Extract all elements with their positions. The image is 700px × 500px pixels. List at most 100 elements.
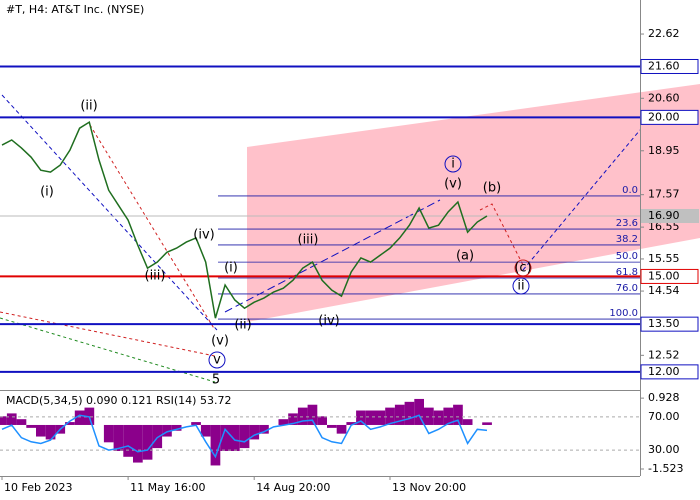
macd-bar xyxy=(65,422,75,425)
macd-bar xyxy=(375,410,386,425)
forecast-line xyxy=(522,129,641,271)
level-label: 20.00 xyxy=(648,110,680,123)
macd-bar xyxy=(220,424,230,451)
wave-label: (i) xyxy=(224,261,238,276)
y-tick-label: 14.54 xyxy=(648,284,680,297)
y-tick-label: 22.62 xyxy=(648,27,680,40)
wave-label: (b) xyxy=(483,181,501,196)
macd-bar xyxy=(74,410,85,425)
level-box xyxy=(640,109,699,125)
x-tick-label: 14 Aug 20:00 xyxy=(256,481,330,494)
wave-label: (ii) xyxy=(80,99,97,114)
macd-bar xyxy=(365,410,376,425)
macd-bar xyxy=(171,424,182,431)
wave-label: (iii) xyxy=(298,233,319,248)
macd-bar xyxy=(103,424,114,443)
level-label: 13.50 xyxy=(648,317,680,330)
macd-bar xyxy=(133,424,143,463)
x-tick-label: 10 Feb 2023 xyxy=(4,481,72,494)
wave-label: (iv) xyxy=(193,228,214,243)
macd-bar xyxy=(0,416,7,425)
forecast-line xyxy=(479,203,524,266)
macd-bar xyxy=(278,419,289,425)
macd-bar xyxy=(230,424,240,451)
wave-label: (v) xyxy=(211,334,229,349)
fib-label: 0.0 xyxy=(622,185,638,196)
wave-label: (c) xyxy=(514,261,531,276)
macd-bar xyxy=(433,410,444,425)
fib-label: 23.6 xyxy=(616,218,638,229)
rsi-tick-label: 30.00 xyxy=(648,443,680,456)
trend-line xyxy=(89,124,216,331)
macd-bar xyxy=(36,424,46,437)
macd-bar xyxy=(297,407,308,425)
rsi-line xyxy=(1,414,488,459)
macd-bar xyxy=(113,424,124,451)
macd-bar xyxy=(26,424,36,428)
wave-circle xyxy=(514,259,532,277)
price-box xyxy=(641,208,699,223)
y-tick-label: 20.60 xyxy=(648,91,680,104)
macd-bar xyxy=(462,419,473,425)
macd-bar xyxy=(327,424,337,428)
macd-bar xyxy=(482,422,492,425)
y-tick-label: 12.52 xyxy=(648,348,680,361)
wave-circle xyxy=(444,155,462,173)
fib-label: 61.8 xyxy=(616,267,638,278)
fib-label: 100.0 xyxy=(609,308,638,319)
current-price-label: 16.90 xyxy=(648,209,680,222)
macd-bar xyxy=(123,424,133,457)
wave-label: i xyxy=(451,157,455,172)
macd-bar xyxy=(317,416,327,425)
level-box xyxy=(640,268,699,284)
wave-label: 5 xyxy=(212,373,220,388)
macd-bar xyxy=(414,398,424,425)
fib-label: 38.2 xyxy=(616,234,638,245)
macd-bar xyxy=(210,424,221,466)
level-label: 15.00 xyxy=(648,269,680,282)
macd-bar xyxy=(152,424,163,449)
macd-bar xyxy=(443,407,454,425)
fib-label: 76.0 xyxy=(616,283,638,294)
macd-tick-label: -1.523 xyxy=(648,462,683,475)
y-tick-label: 16.55 xyxy=(648,220,680,233)
level-label: 21.60 xyxy=(648,59,680,72)
macd-bar xyxy=(249,424,260,440)
macd-bar xyxy=(16,419,27,425)
macd-bar xyxy=(142,424,153,460)
chart-title: #T, H4: AT&T Inc. (NYSE) xyxy=(6,3,144,16)
trend-line xyxy=(224,199,441,313)
wave-label: (iv) xyxy=(318,314,339,329)
macd-bar xyxy=(404,401,415,425)
wave-label: (v) xyxy=(444,177,462,192)
indicator-title: MACD(5,34,5) 0.090 0.121 RSI(14) 53.72 xyxy=(6,394,231,407)
trend-line xyxy=(0,311,216,357)
level-box xyxy=(640,316,699,332)
level-box xyxy=(640,364,699,380)
macd-tick-label: 0.928 xyxy=(648,391,680,404)
macd-bar xyxy=(307,404,318,425)
macd-bar xyxy=(385,407,395,425)
fib-label: 50.0 xyxy=(616,251,638,262)
macd-bar xyxy=(239,424,250,449)
x-tick-label: 11 May 16:00 xyxy=(130,481,205,494)
macd-bar xyxy=(356,410,366,425)
wave-label: (a) xyxy=(456,249,474,264)
macd-bar xyxy=(200,424,211,437)
macd-bar xyxy=(453,404,463,425)
rsi-tick-label: 70.00 xyxy=(648,410,680,423)
wave-circle xyxy=(512,277,530,295)
y-tick-label: 17.57 xyxy=(648,188,680,201)
macd-bar xyxy=(288,413,298,425)
wave-label: (iii) xyxy=(145,269,166,284)
macd-bar xyxy=(394,404,405,425)
macd-bar xyxy=(336,424,347,434)
y-tick-label: 15.55 xyxy=(648,252,680,265)
price-line xyxy=(1,120,488,319)
wave-label: ii xyxy=(517,279,524,294)
macd-bar xyxy=(191,422,201,425)
wave-label: v xyxy=(213,353,221,368)
macd-bar xyxy=(346,422,357,425)
y-tick-label: 18.95 xyxy=(648,144,680,157)
